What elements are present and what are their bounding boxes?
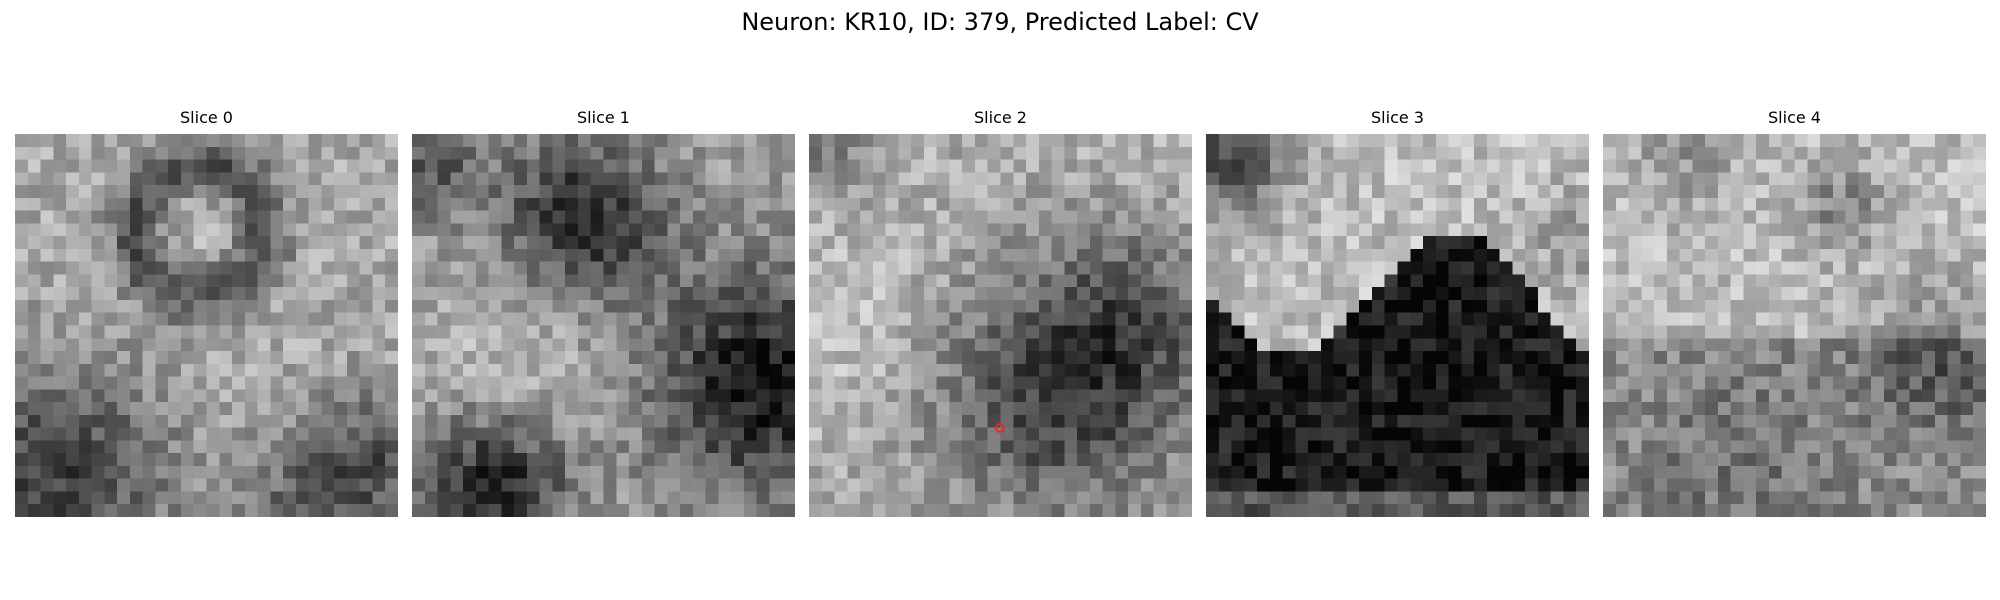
slice-panel-1: Slice 1 (412, 108, 795, 517)
slice-title-2: Slice 2 (974, 108, 1027, 127)
slice-image-0 (15, 134, 398, 517)
slice-image-2 (809, 134, 1192, 517)
slice-panel-4: Slice 4 (1603, 108, 1986, 517)
slice-title-1: Slice 1 (577, 108, 630, 127)
slice-image-1 (412, 134, 795, 517)
slice-image-4 (1603, 134, 1986, 517)
slice-image-3 (1206, 134, 1589, 517)
slice-panel-2: Slice 2 (809, 108, 1192, 517)
slice-panel-0: Slice 0 (15, 108, 398, 517)
center-marker (995, 423, 1005, 433)
figure-title: Neuron: KR10, ID: 379, Predicted Label: … (741, 8, 1259, 36)
slice-title-3: Slice 3 (1371, 108, 1424, 127)
slice-panel-3: Slice 3 (1206, 108, 1589, 517)
slice-title-0: Slice 0 (180, 108, 233, 127)
slice-title-4: Slice 4 (1768, 108, 1821, 127)
